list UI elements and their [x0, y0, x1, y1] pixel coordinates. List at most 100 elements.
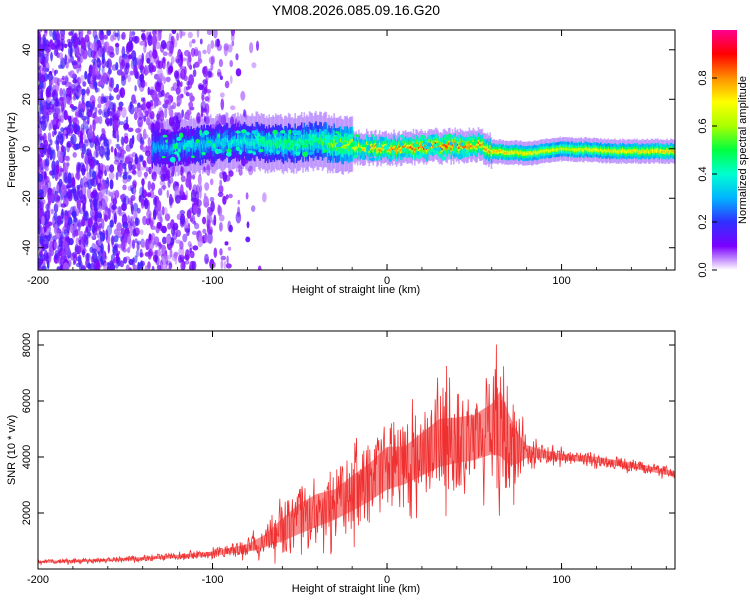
- noise-speckle: [220, 92, 225, 98]
- ridge-cell: [247, 141, 250, 146]
- noise-speckle: [103, 103, 108, 113]
- ridge-cell: [228, 143, 230, 148]
- ridge-blob: [457, 153, 464, 160]
- ridge-cell: [204, 143, 207, 148]
- noise-speckle: [82, 133, 87, 141]
- noise-speckle: [206, 218, 211, 230]
- noise-speckle: [182, 233, 188, 243]
- ridge-cell: [255, 137, 257, 142]
- noise-speckle: [108, 172, 115, 180]
- noise-speckle: [93, 198, 97, 209]
- noise-speckle: [150, 69, 153, 76]
- ridge-cell: [395, 150, 398, 153]
- noise-speckle: [90, 49, 96, 59]
- ridge-cell: [666, 149, 668, 152]
- noise-speckle: [73, 41, 78, 48]
- noise-speckle: [105, 229, 108, 241]
- noise-speckle: [135, 156, 139, 164]
- ridge-cell: [217, 139, 220, 144]
- noise-speckle: [76, 199, 82, 210]
- ridge-blob: [442, 139, 446, 145]
- ridge-cell: [334, 143, 337, 148]
- noise-speckle: [127, 215, 130, 223]
- noise-speckle: [54, 43, 59, 55]
- noise-speckle: [160, 89, 165, 97]
- ridge-cell: [164, 147, 166, 152]
- ridge-cell: [401, 148, 403, 151]
- noise-speckle: [184, 228, 190, 233]
- noise-speckle: [199, 183, 203, 193]
- noise-speckle: [38, 218, 41, 231]
- noise-speckle: [164, 99, 170, 105]
- noise-speckle: [116, 69, 123, 76]
- noise-speckle: [44, 186, 47, 195]
- ridge-cell: [456, 143, 459, 146]
- ridge-blob: [162, 134, 168, 138]
- ridge-blob: [217, 133, 221, 139]
- noise-speckle: [41, 215, 45, 226]
- ridge-blob: [383, 145, 390, 151]
- ridge-blob: [432, 143, 437, 148]
- noise-speckle: [85, 100, 91, 108]
- ridge-blob: [323, 149, 328, 153]
- ridge-cell: [562, 147, 564, 150]
- ridge-cell: [389, 149, 391, 152]
- noise-speckle: [185, 92, 190, 97]
- ridge-cell: [559, 147, 562, 150]
- ridge-cell: [321, 141, 324, 146]
- ridge-cell: [404, 144, 407, 147]
- noise-speckle: [127, 127, 134, 133]
- noise-speckle: [43, 174, 48, 186]
- noise-speckle: [155, 242, 158, 248]
- noise-speckle: [147, 261, 151, 270]
- ridge-blob: [377, 144, 383, 148]
- noise-speckle: [175, 194, 181, 204]
- ridge-cell: [360, 147, 363, 150]
- noise-speckle: [219, 214, 225, 222]
- ridge-blob: [412, 143, 419, 148]
- noise-speckle: [160, 173, 166, 182]
- noise-speckle: [63, 172, 68, 183]
- ridge-cell: [254, 142, 256, 147]
- ridge-cell: [410, 146, 412, 149]
- noise-speckle: [53, 241, 58, 250]
- ridge-cell: [250, 141, 252, 146]
- ridge-cell: [662, 150, 664, 153]
- noise-speckle: [230, 116, 234, 127]
- ridge-cell: [323, 138, 325, 143]
- ridge-blob: [206, 142, 212, 147]
- noise-speckle: [106, 155, 110, 161]
- noise-speckle: [39, 120, 45, 125]
- ridge-blob: [161, 155, 166, 159]
- noise-speckle: [38, 30, 41, 42]
- ridge-cell: [585, 148, 588, 150]
- ridge-cell: [152, 143, 155, 149]
- ridge-cell: [650, 149, 653, 152]
- ridge-cell: [654, 149, 657, 152]
- ridge-cell: [407, 146, 410, 149]
- noise-speckle: [156, 113, 160, 120]
- noise-speckle: [63, 129, 67, 135]
- noise-speckle: [220, 259, 224, 270]
- noise-speckle: [135, 128, 141, 134]
- noise-speckle: [144, 40, 147, 48]
- noise-speckle: [139, 229, 144, 236]
- noise-speckle: [67, 188, 73, 200]
- ridge-cell: [524, 152, 527, 155]
- snr-y-ticks: 2000 4000 6000 8000: [21, 333, 675, 525]
- noise-speckle: [103, 138, 109, 147]
- noise-speckle: [175, 239, 182, 244]
- noise-speckle: [112, 246, 116, 254]
- ridge-blob: [239, 149, 243, 155]
- ridge-cell: [241, 140, 243, 146]
- noise-speckle: [61, 75, 65, 80]
- snr-y-label: SNR (10 * v/v): [6, 415, 18, 485]
- ridge-cell: [488, 150, 490, 153]
- noise-speckle: [95, 86, 98, 93]
- noise-speckle: [143, 115, 147, 122]
- ridge-cell: [274, 139, 277, 144]
- noise-speckle: [168, 106, 173, 118]
- ridge-cell: [538, 151, 541, 153]
- noise-speckle: [59, 87, 63, 97]
- noise-speckle: [64, 54, 67, 66]
